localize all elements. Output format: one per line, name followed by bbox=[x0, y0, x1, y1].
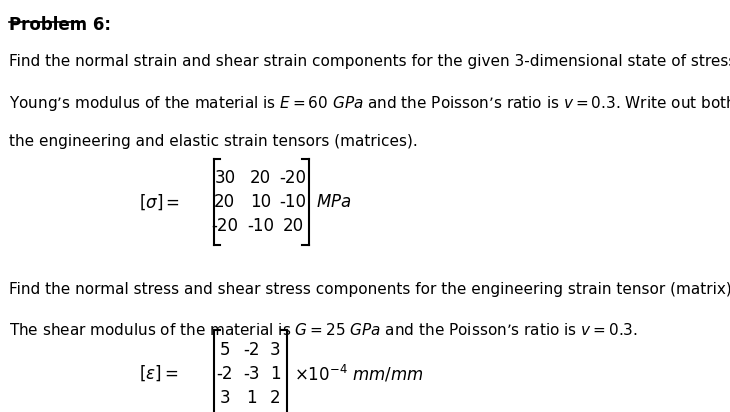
Text: $[\varepsilon] =$: $[\varepsilon] =$ bbox=[139, 364, 178, 384]
Text: 20: 20 bbox=[250, 169, 271, 187]
Text: 2: 2 bbox=[270, 389, 281, 407]
Text: 3: 3 bbox=[220, 389, 230, 407]
Text: Young’s modulus of the material is $E = 60\ \mathit{GPa}$ and the Poisson’s rati: Young’s modulus of the material is $E = … bbox=[9, 94, 730, 113]
Text: -2: -2 bbox=[243, 341, 260, 359]
Text: The shear modulus of the material is $G = 25\ \mathit{GPa}$ and the Poisson’s ra: The shear modulus of the material is $G … bbox=[9, 322, 638, 338]
Text: 1: 1 bbox=[246, 389, 257, 407]
Text: 20: 20 bbox=[214, 193, 235, 211]
Text: 10: 10 bbox=[250, 193, 271, 211]
Text: $[\sigma] =$: $[\sigma] =$ bbox=[139, 192, 180, 212]
Text: 5: 5 bbox=[220, 341, 230, 359]
Text: Find the normal stress and shear stress components for the engineering strain te: Find the normal stress and shear stress … bbox=[9, 282, 730, 297]
Text: -10: -10 bbox=[247, 217, 274, 235]
Text: 30: 30 bbox=[214, 169, 235, 187]
Text: 20: 20 bbox=[283, 217, 304, 235]
Text: Find the normal strain and shear strain components for the given 3-dimensional s: Find the normal strain and shear strain … bbox=[9, 54, 730, 69]
Text: $\mathit{MPa}$: $\mathit{MPa}$ bbox=[316, 193, 352, 211]
Text: $\times 10^{-4}\ \mathit{mm/mm}$: $\times 10^{-4}\ \mathit{mm/mm}$ bbox=[294, 363, 424, 384]
Text: 3: 3 bbox=[270, 341, 281, 359]
Text: the engineering and elastic strain tensors (matrices).: the engineering and elastic strain tenso… bbox=[9, 134, 418, 149]
Text: -3: -3 bbox=[243, 365, 260, 383]
Text: 1: 1 bbox=[270, 365, 281, 383]
Text: Problem 6:: Problem 6: bbox=[9, 16, 111, 34]
Text: -2: -2 bbox=[217, 365, 233, 383]
Text: -20: -20 bbox=[280, 169, 307, 187]
Text: -10: -10 bbox=[280, 193, 307, 211]
Text: -20: -20 bbox=[211, 217, 238, 235]
